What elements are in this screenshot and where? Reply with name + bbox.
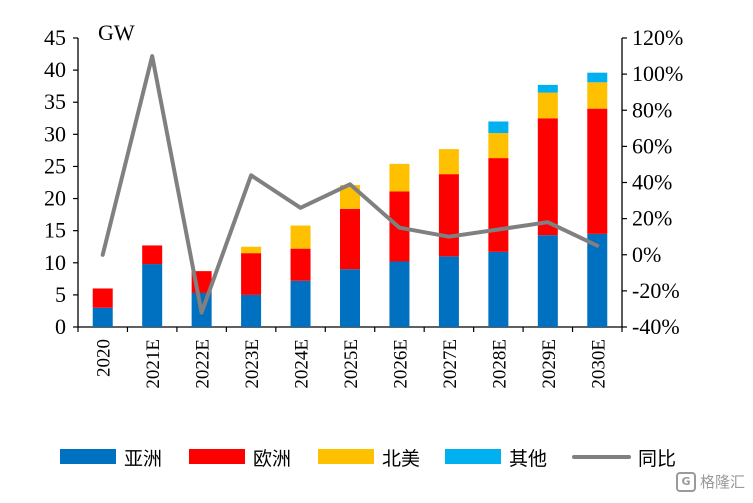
bar-asia [92, 307, 113, 327]
y-right-tick-label: -20% [632, 278, 680, 303]
bar-asia [290, 280, 311, 327]
y-right-tick-label: 80% [632, 97, 672, 122]
bar-north-america [438, 149, 459, 175]
bar-asia [537, 235, 558, 327]
bar-north-america [389, 163, 410, 192]
bar-asia [438, 256, 459, 327]
x-tick-label: 2021E [143, 339, 164, 389]
bar-europe [488, 158, 509, 252]
y-left-unit-label: GW [98, 20, 135, 45]
y-left-tick-label: 35 [44, 89, 66, 114]
bar-asia [587, 233, 608, 327]
watermark: G 格隆汇 [675, 471, 745, 492]
bar-other [537, 84, 558, 93]
bar-europe [587, 108, 608, 234]
x-tick-label: 2025E [341, 339, 362, 389]
y-left-tick-label: 40 [44, 57, 66, 82]
y-left-tick-label: 45 [44, 25, 66, 50]
yoy-line [100, 54, 600, 315]
legend-swatch-north-america [318, 449, 374, 464]
legend-label-yoy: 同比 [638, 448, 676, 470]
bar-europe [340, 208, 360, 270]
bar-europe [537, 118, 558, 236]
y-left-tick-label: 0 [55, 314, 66, 339]
bar-north-america [488, 133, 509, 159]
x-tick-label: 2027E [440, 339, 461, 389]
legend-swatch-other [445, 449, 501, 464]
y-left-tick-label: 10 [44, 250, 66, 275]
bar-asia [488, 251, 509, 327]
bar-asia [241, 294, 262, 327]
x-tick-label: 2022E [193, 339, 214, 389]
x-tick-label: 2026E [390, 339, 411, 389]
y-right-tick-label: 40% [632, 170, 672, 195]
y-right-tick-label: 60% [632, 133, 672, 158]
y-right-tick-label: 0% [632, 242, 661, 267]
legend-label-other: 其他 [509, 448, 547, 470]
bar-europe [92, 288, 113, 308]
legend-label-asia: 亚洲 [124, 448, 162, 470]
legend-label-europe: 欧洲 [253, 448, 291, 470]
bar-other [587, 72, 608, 83]
x-tick-label: 2028E [489, 339, 510, 389]
bar-europe [438, 174, 459, 257]
bar-north-america [290, 225, 311, 249]
legend-swatch-asia [60, 449, 116, 464]
bar-north-america [241, 246, 262, 254]
bar-europe [290, 248, 311, 281]
y-left-tick-label: 25 [44, 153, 66, 178]
watermark-text: 格隆汇 [699, 473, 745, 491]
x-tick-label: 2029E [539, 339, 560, 389]
y-left-tick-label: 5 [55, 282, 66, 307]
y-right-tick-label: 20% [632, 206, 672, 231]
y-left-tick-label: 20 [44, 186, 66, 211]
bar-asia [340, 269, 360, 327]
bar-north-america [587, 82, 608, 109]
legend-swatch-europe [189, 449, 245, 464]
x-tick-label: 2030E [588, 339, 609, 389]
bar-europe [241, 253, 262, 295]
y-left-tick-label: 15 [44, 218, 66, 243]
y-right-tick-label: -40% [632, 314, 680, 339]
bar-asia [142, 264, 163, 327]
x-tick-label: 2020 [94, 339, 115, 377]
watermark-logo-icon: G [675, 471, 696, 492]
x-tick-label: 2023E [242, 339, 263, 389]
bar-other [488, 121, 509, 134]
x-tick-label: 2024E [292, 339, 313, 389]
y-left-tick-label: 30 [44, 121, 66, 146]
bar-europe [142, 245, 163, 265]
bar-asia [389, 261, 410, 327]
legend-label-north-america: 北美 [382, 448, 420, 470]
bar-north-america [537, 92, 558, 119]
y-right-tick-label: 120% [632, 25, 683, 50]
y-right-tick-label: 100% [632, 61, 683, 86]
